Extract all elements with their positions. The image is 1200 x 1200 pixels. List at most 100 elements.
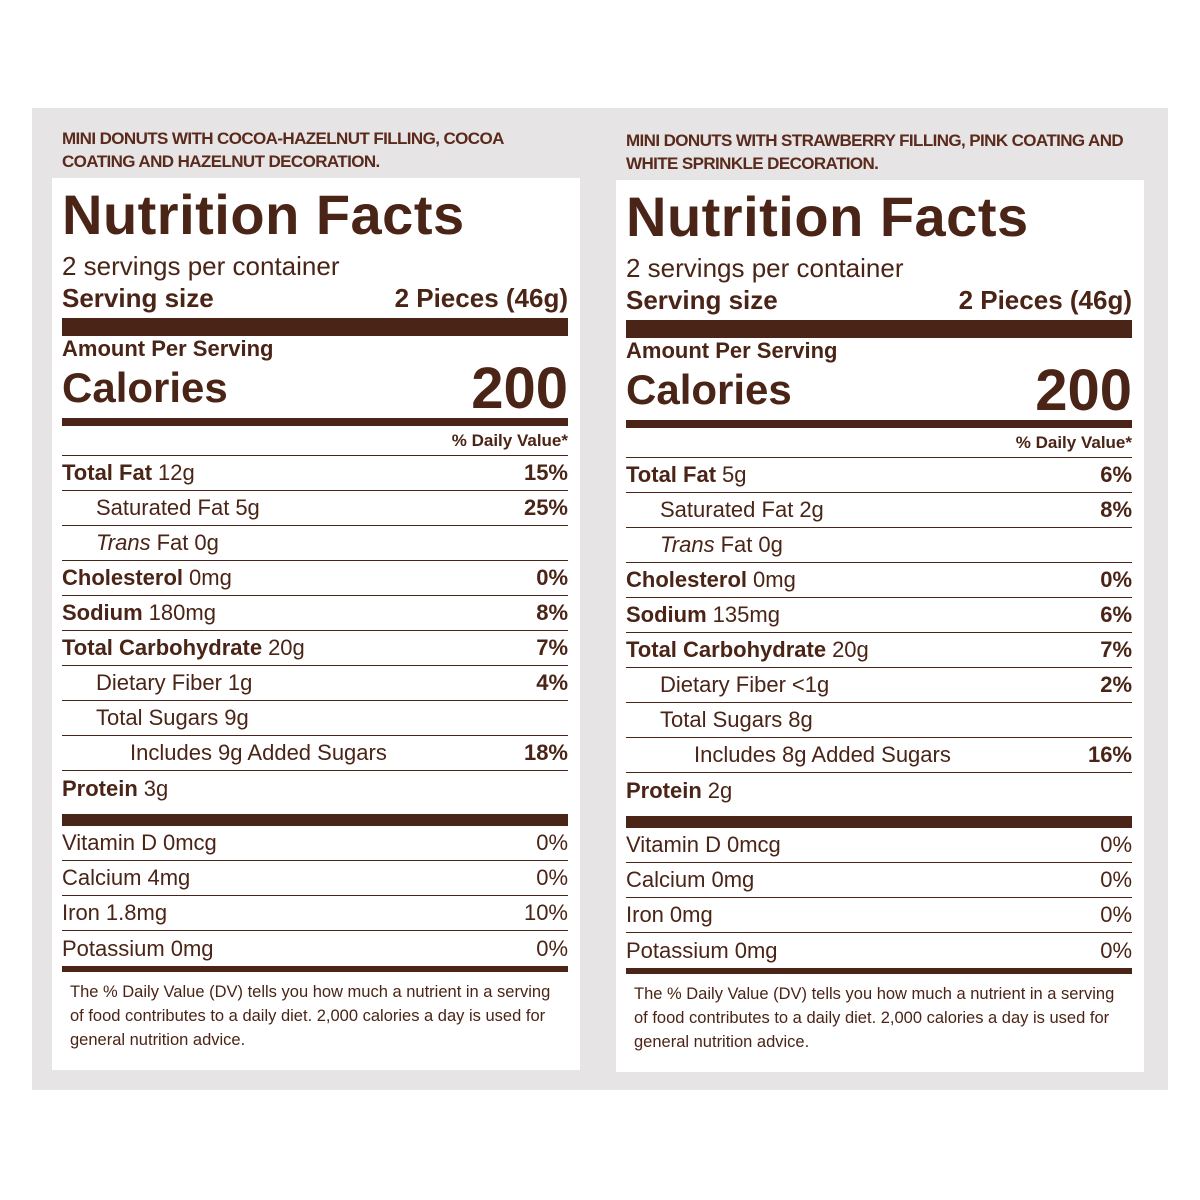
nutrient-label: Total Fat bbox=[626, 462, 717, 487]
nutrient-label: Total Sugars bbox=[96, 705, 219, 730]
nutrient-dv: 8% bbox=[536, 600, 568, 625]
nutrient-label: Dietary Fiber bbox=[660, 672, 786, 697]
nutrient-amount: 20g bbox=[832, 637, 869, 662]
nutrient-amount: 3g bbox=[143, 775, 169, 801]
daily-value-header: % Daily Value* bbox=[626, 428, 1132, 458]
vitamin-label: Calcium bbox=[626, 867, 706, 892]
calories-label: Calories bbox=[62, 364, 228, 411]
nutrient-row: Includes 9g Added Sugars 18% bbox=[62, 736, 568, 771]
servings-per-container: 2 servings per container bbox=[626, 253, 904, 283]
nutrient-amount: 5g bbox=[235, 495, 260, 520]
amount-per-serving: Amount Per Serving bbox=[626, 338, 838, 363]
nutrient-amount: 0mg bbox=[189, 565, 232, 590]
divider-thick bbox=[626, 320, 1132, 338]
calories-row: Calories 200 bbox=[62, 356, 568, 421]
nutrient-row: Total Sugars 9g bbox=[62, 701, 568, 736]
nutrient-dv: 25% bbox=[523, 495, 568, 520]
nutrient-label: Cholesterol bbox=[62, 565, 184, 590]
nutrient-amount: 5g bbox=[722, 462, 747, 487]
nutrient-italic: Trans bbox=[96, 530, 151, 555]
nutrient-amount: 0mg bbox=[753, 567, 796, 592]
nutrient-dv: 6% bbox=[1100, 462, 1132, 487]
amount-per-serving: Amount Per Serving bbox=[62, 336, 274, 361]
nutrition-label: Nutrition Facts 2 servings per container S… bbox=[52, 178, 580, 1070]
nutrient-dv: 4% bbox=[536, 670, 568, 695]
nutrient-label: Includes 8g Added Sugars bbox=[694, 742, 951, 767]
label-title: Nutrition Facts bbox=[62, 183, 465, 246]
vitamin-amount: 0mcg bbox=[162, 830, 217, 855]
nutrient-label: Saturated Fat bbox=[660, 497, 794, 522]
nutrient-row: Trans Fat 0g bbox=[626, 528, 1132, 563]
nutrient-dv: 0% bbox=[536, 565, 568, 590]
divider-small bbox=[62, 966, 568, 972]
nutrient-label: Total Carbohydrate bbox=[62, 635, 263, 660]
nutrient-row: Total Fat 5g 6% bbox=[626, 458, 1132, 493]
nutrient-label: Fat bbox=[156, 530, 189, 555]
vitamin-row: Potassium 0mg 0% bbox=[62, 931, 568, 966]
divider-small bbox=[626, 968, 1132, 974]
nutrient-amount: 2g bbox=[799, 497, 824, 522]
label-title: Nutrition Facts bbox=[626, 185, 1029, 248]
vitamin-dv: 0% bbox=[1100, 902, 1132, 927]
vitamin-amount: 0mg bbox=[734, 937, 778, 963]
vitamin-row: Iron 1.8mg 10% bbox=[62, 896, 568, 931]
nutrient-amount: 2g bbox=[707, 777, 733, 803]
vitamin-label: Potassium bbox=[626, 937, 729, 963]
serving-size-value: 2 Pieces (46g) bbox=[958, 285, 1132, 315]
nutrient-label: Includes 9g Added Sugars bbox=[130, 740, 387, 765]
nutrient-row: Cholesterol 0mg 0% bbox=[626, 563, 1132, 598]
vitamin-amount: 4mg bbox=[147, 865, 191, 890]
nutrient-dv: 2% bbox=[1100, 672, 1132, 697]
calories-value: 200 bbox=[1035, 357, 1132, 423]
serving-size-label: Serving size bbox=[626, 285, 778, 315]
nutrient-row: Sodium 180mg 8% bbox=[62, 596, 568, 631]
vitamin-row: Calcium 0mg 0% bbox=[626, 863, 1132, 898]
nutrient-label: Fat bbox=[720, 532, 753, 557]
nutrient-row: Trans Fat 0g bbox=[62, 526, 568, 561]
nutrient-row: Dietary Fiber 1g 4% bbox=[62, 666, 568, 701]
divider-medium bbox=[62, 418, 568, 426]
nutrient-amount: 0g bbox=[194, 530, 219, 555]
vitamin-dv: 0% bbox=[1100, 937, 1132, 963]
nutrient-label: Total Sugars bbox=[660, 707, 783, 732]
vitamin-dv: 0% bbox=[536, 865, 568, 890]
nutrient-italic: Trans bbox=[660, 532, 715, 557]
serving-size-value: 2 Pieces (46g) bbox=[394, 283, 568, 313]
calories-value: 200 bbox=[471, 355, 568, 421]
vitamin-dv: 0% bbox=[1100, 832, 1132, 857]
nutrient-label: Total Fat bbox=[62, 460, 153, 485]
vitamin-label: Iron bbox=[626, 902, 664, 927]
nutrient-row: Protein 3g bbox=[62, 771, 568, 806]
serving-size-row: Serving size 2 Pieces (46g) bbox=[62, 282, 568, 314]
nutrient-row: Saturated Fat 5g 25% bbox=[62, 491, 568, 526]
vitamin-label: Vitamin D bbox=[62, 830, 157, 855]
nutrition-label: Nutrition Facts 2 servings per container S… bbox=[616, 180, 1144, 1072]
vitamin-amount: 1.8mg bbox=[105, 900, 168, 925]
nutrient-amount: 20g bbox=[268, 635, 305, 660]
nutrient-amount: <1g bbox=[791, 672, 830, 697]
vitamin-label: Vitamin D bbox=[626, 832, 721, 857]
nutrient-label: Cholesterol bbox=[626, 567, 748, 592]
vitamin-label: Iron bbox=[62, 900, 100, 925]
daily-value-header: % Daily Value* bbox=[62, 426, 568, 456]
serving-size-row: Serving size 2 Pieces (46g) bbox=[626, 284, 1132, 316]
nutrient-dv: 7% bbox=[1100, 637, 1132, 662]
vitamin-amount: 0mg bbox=[711, 867, 755, 892]
vitamin-label: Calcium bbox=[62, 865, 142, 890]
vitamin-dv: 0% bbox=[536, 830, 568, 855]
nutrient-amount: 180mg bbox=[148, 600, 216, 625]
nutrient-amount: 0g bbox=[758, 532, 783, 557]
nutrient-amount: 8g bbox=[788, 707, 813, 732]
nutrient-row: Protein 2g bbox=[626, 773, 1132, 808]
serving-size-label: Serving size bbox=[62, 283, 214, 313]
product-description: MINI DONUTS WITH COCOA-HAZELNUT FILLING,… bbox=[62, 129, 504, 171]
nutrient-label: Saturated Fat bbox=[96, 495, 230, 520]
vitamin-label: Potassium bbox=[62, 935, 165, 961]
nutrient-row: Dietary Fiber <1g 2% bbox=[626, 668, 1132, 703]
divider-medium bbox=[626, 420, 1132, 428]
vitamin-row: Iron 0mg 0% bbox=[626, 898, 1132, 933]
servings-per-container: 2 servings per container bbox=[62, 251, 340, 281]
calories-label: Calories bbox=[626, 366, 792, 413]
vitamin-row: Potassium 0mg 0% bbox=[626, 933, 1132, 968]
